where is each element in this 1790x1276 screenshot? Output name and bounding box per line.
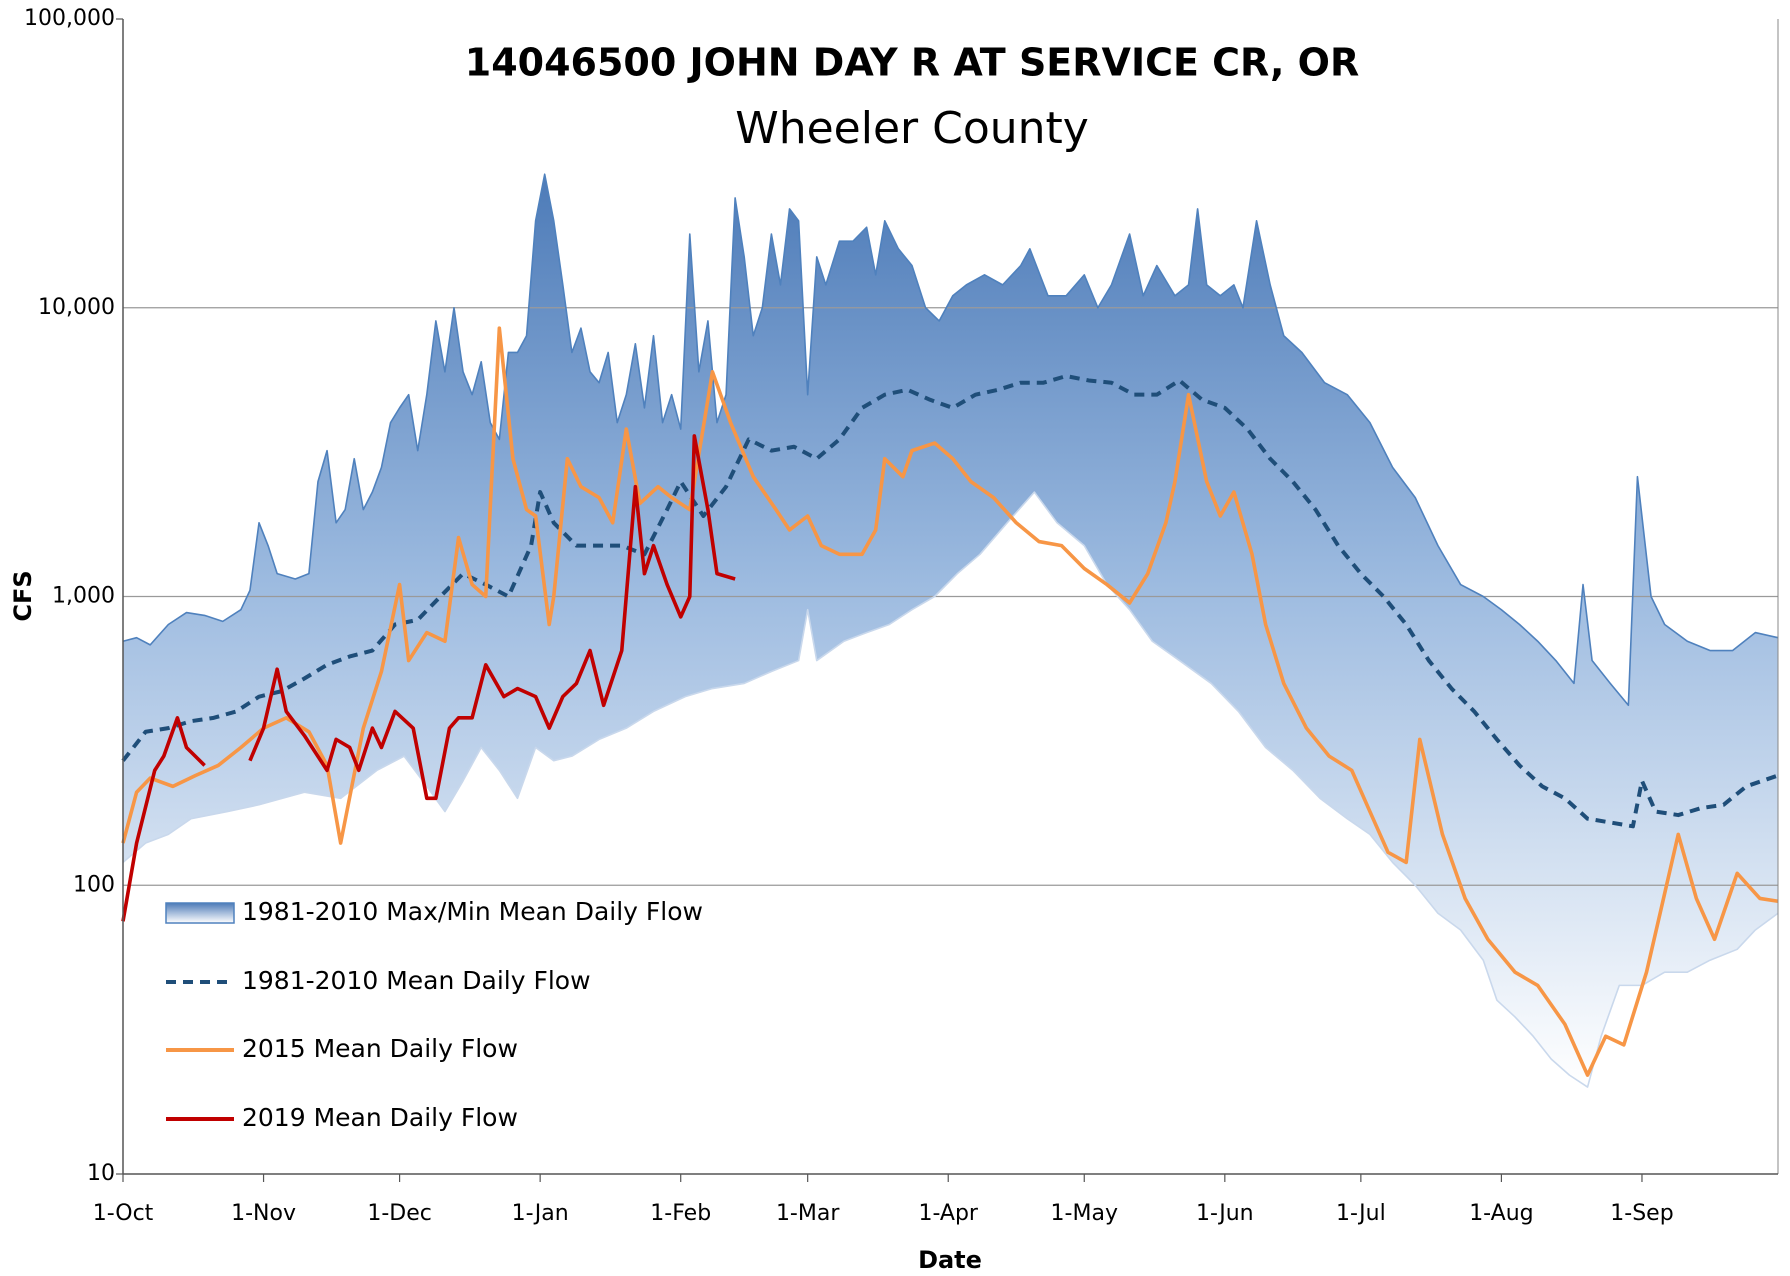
x-tick-label: 1-Oct [93, 1201, 154, 1226]
x-axis-label: Date [918, 1246, 982, 1274]
x-tick-label: 1-May [1051, 1201, 1118, 1226]
legend-label: 2015 Mean Daily Flow [242, 1034, 518, 1063]
x-tick-label: 1-Dec [367, 1201, 432, 1226]
y-tick-label: 100,000 [24, 6, 115, 31]
legend: 1981-2010 Max/Min Mean Daily Flow 1981-20… [165, 897, 703, 1132]
chart-title: 14046500 JOHN DAY R AT SERVICE CR, OR [465, 41, 1359, 85]
x-tick-label: 1-Jun [1196, 1201, 1254, 1226]
y-axis-label: CFS [9, 570, 37, 621]
x-tick-label: 1-Nov [231, 1201, 296, 1226]
chart-subtitle: Wheeler County [735, 103, 1089, 154]
legend-swatch [165, 902, 235, 924]
y-tick-label: 10,000 [38, 295, 115, 320]
data-line [121, 434, 736, 922]
x-tick-label: 1-Sep [1610, 1201, 1673, 1226]
band-lower-line [122, 491, 1779, 1088]
x-tick-label: 1-Jul [1336, 1201, 1386, 1226]
x-tick-label: 1-Feb [650, 1201, 711, 1226]
x-tick-label: 1-Jan [512, 1201, 569, 1226]
y-tick-label: 10 [87, 1161, 115, 1186]
legend-label: 1981-2010 Mean Daily Flow [242, 966, 591, 995]
x-tick-label: 1-Mar [776, 1201, 840, 1226]
x-tick-label: 1-Apr [918, 1201, 978, 1226]
band-fill [123, 174, 1778, 1088]
band-upper-line [122, 173, 1779, 707]
data-line [121, 326, 1779, 1077]
data-line [121, 374, 1779, 829]
y-tick-label: 100 [73, 872, 115, 897]
x-tick-label: 1-Aug [1469, 1201, 1533, 1226]
y-tick-label: 1,000 [52, 584, 115, 609]
legend-label: 2019 Mean Daily Flow [242, 1103, 518, 1132]
legend-label: 1981-2010 Max/Min Mean Daily Flow [242, 897, 703, 926]
